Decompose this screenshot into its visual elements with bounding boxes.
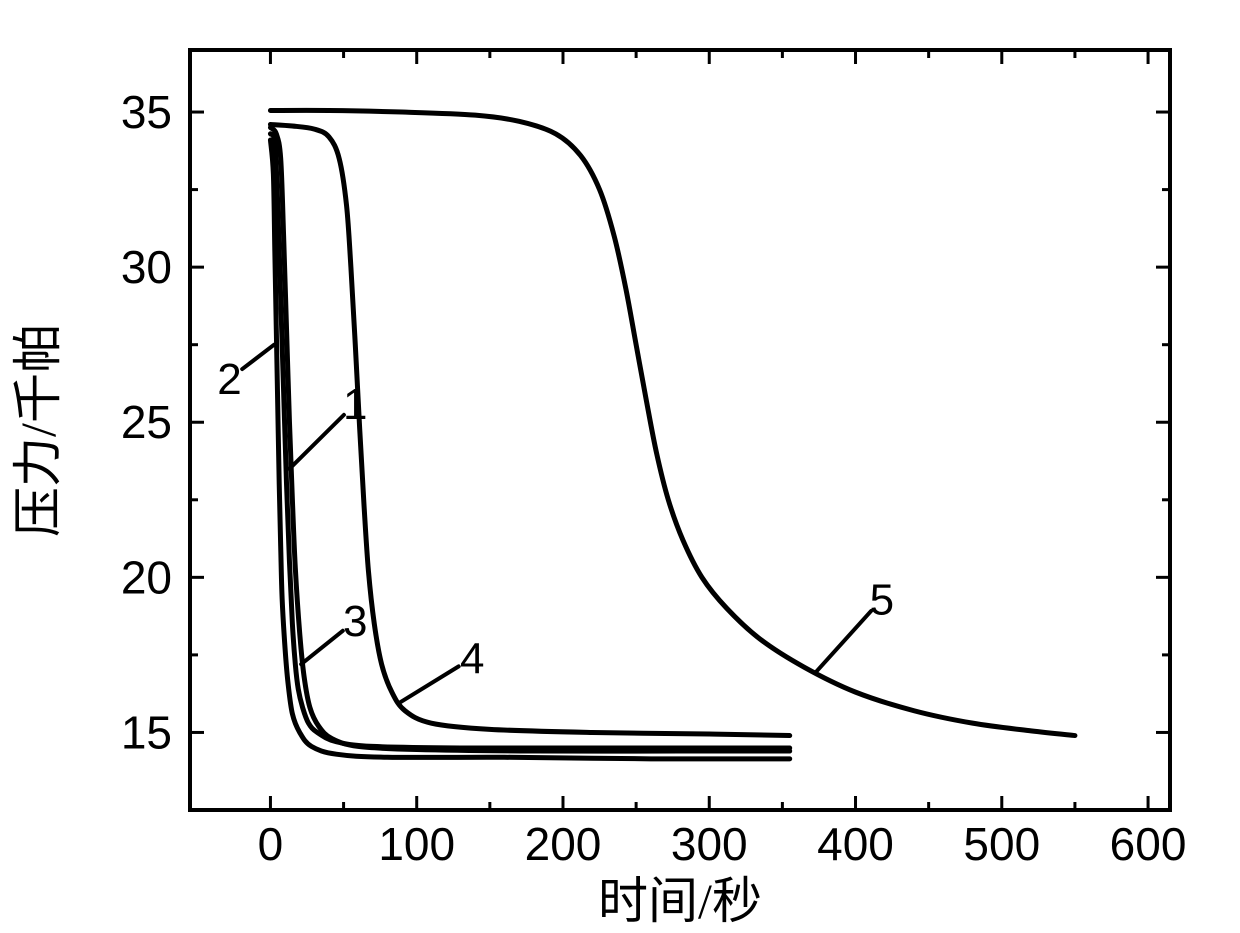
annotation-leader bbox=[816, 611, 871, 672]
x-tick-label: 300 bbox=[671, 818, 748, 870]
annotation-leader bbox=[289, 415, 343, 469]
annotation-label: 1 bbox=[343, 380, 367, 429]
x-tick-label: 400 bbox=[817, 818, 894, 870]
x-axis-label: 时间/秒 bbox=[598, 873, 762, 928]
x-tick-label: 600 bbox=[1110, 818, 1187, 870]
y-axis-label: 压力/千帕 bbox=[10, 323, 66, 537]
annotation-label: 2 bbox=[217, 355, 241, 404]
y-tick-label: 35 bbox=[121, 86, 172, 138]
annotation-label: 3 bbox=[343, 597, 367, 646]
x-tick-label: 0 bbox=[258, 818, 284, 870]
annotation-leader bbox=[399, 666, 459, 703]
y-tick-label: 15 bbox=[121, 706, 172, 758]
x-tick-label: 200 bbox=[525, 818, 602, 870]
y-tick-label: 20 bbox=[121, 551, 172, 603]
series-group bbox=[270, 110, 1074, 759]
y-tick-label: 30 bbox=[121, 241, 172, 293]
annotation-label: 4 bbox=[460, 634, 484, 683]
y-tick-label: 25 bbox=[121, 396, 172, 448]
annotation-leader bbox=[301, 631, 343, 664]
plot-border bbox=[190, 50, 1170, 810]
x-tick-label: 500 bbox=[963, 818, 1040, 870]
x-tick-label: 100 bbox=[378, 818, 455, 870]
chart-container: 01002003004005006001520253035时间/秒压力/千帕12… bbox=[0, 0, 1240, 933]
curve-5 bbox=[270, 110, 1074, 735]
annotation-leader bbox=[242, 345, 274, 369]
annotation-label: 5 bbox=[870, 575, 894, 624]
pressure-time-chart: 01002003004005006001520253035时间/秒压力/千帕12… bbox=[0, 0, 1240, 928]
